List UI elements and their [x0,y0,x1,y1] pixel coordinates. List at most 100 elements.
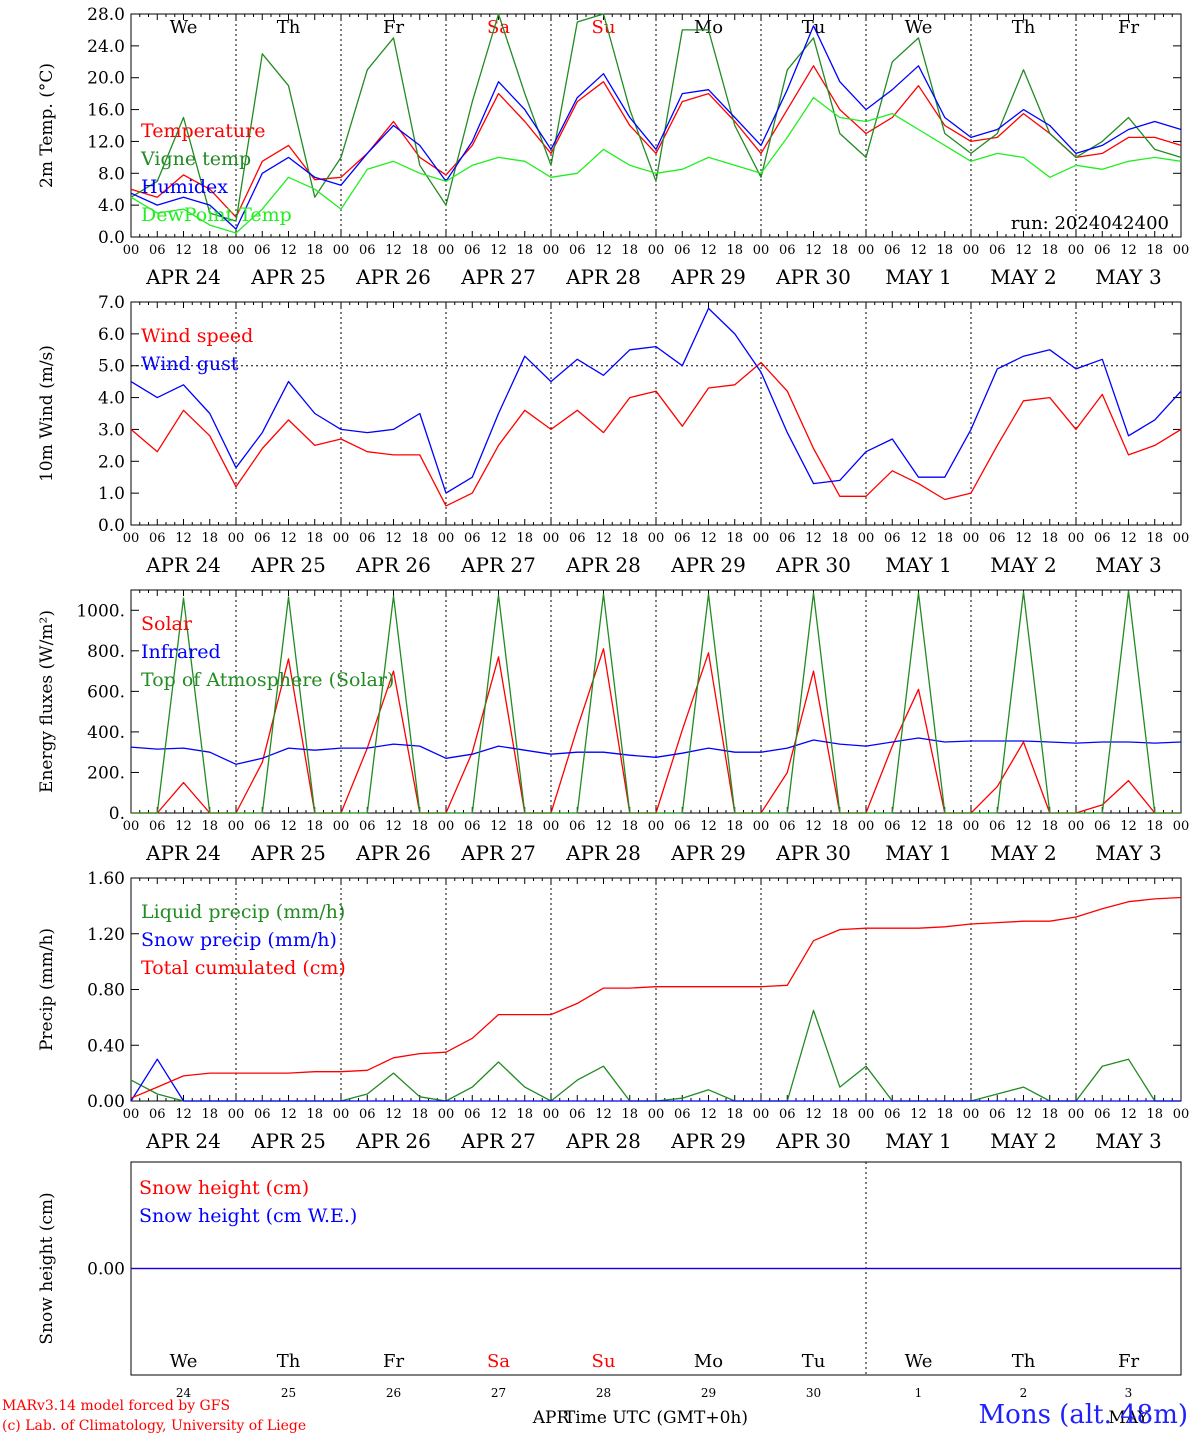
hour-tick-label: 00 [648,1107,665,1122]
day-number-label: 1 [915,1386,923,1400]
date-label: APR 30 [775,265,851,289]
date-label: APR 24 [145,841,221,865]
hour-tick-label: 06 [1094,243,1111,258]
date-label: APR 27 [460,1129,536,1153]
hour-tick-label: 18 [1041,1107,1058,1122]
hour-tick-label: 12 [700,531,717,546]
hour-tick-label: 00 [543,531,560,546]
hour-tick-label: 12 [175,243,192,258]
hour-tick-label: 06 [989,243,1006,258]
hour-tick-label: 00 [1173,819,1190,834]
date-label: APR 25 [250,553,326,577]
hour-tick-label: 12 [280,531,297,546]
day-number-label: 24 [176,1386,192,1400]
hour-tick-label: 06 [149,819,166,834]
hour-tick-label: 18 [306,531,323,546]
hour-tick-label: 00 [1173,243,1190,258]
date-label: APR 24 [145,1129,221,1153]
station-title: Mons (alt. 48m) [978,1400,1188,1430]
hour-tick-label: 12 [805,1107,822,1122]
date-label: APR 29 [670,553,746,577]
hour-tick-label: 00 [438,531,455,546]
month-label: APR [532,1408,571,1428]
hour-tick-label: 00 [333,531,350,546]
hour-tick-label: 06 [779,819,796,834]
run-label: run: 2024042400 [1011,213,1169,234]
legend-entry: Liquid precip (mm/h) [141,901,345,923]
hour-tick-label: 18 [831,243,848,258]
hour-tick-label: 12 [805,819,822,834]
date-label: APR 27 [460,265,536,289]
hour-tick-label: 00 [963,243,980,258]
date-label: APR 26 [355,553,431,577]
hour-tick-label: 00 [228,531,245,546]
hour-tick-label: 18 [1146,243,1163,258]
hour-tick-label: 00 [333,1107,350,1122]
hour-tick-label: 12 [595,819,612,834]
hour-tick-label: 00 [753,819,770,834]
y-tick-label: 5.0 [98,357,125,377]
hour-tick-label: 06 [674,1107,691,1122]
hour-tick-label: 00 [543,1107,560,1122]
hour-tick-label: 06 [149,1107,166,1122]
hour-tick-label: 18 [726,1107,743,1122]
hour-tick-label: 12 [1015,531,1032,546]
hour-tick-label: 06 [464,531,481,546]
weekday-label: Tu [802,1351,826,1372]
hour-tick-label: 06 [779,243,796,258]
hour-tick-label: 12 [700,243,717,258]
hour-tick-label: 00 [123,531,140,546]
date-label: APR 26 [355,841,431,865]
hour-tick-label: 18 [726,531,743,546]
hour-tick-label: 18 [516,1107,533,1122]
hour-tick-label: 18 [516,531,533,546]
hour-tick-label: 06 [359,531,376,546]
series-line [130,361,1182,507]
weekday-label: We [170,1351,198,1372]
y-tick-label: 4.0 [98,389,125,409]
day-number-label: 2 [1020,1386,1028,1400]
series-line [131,590,1181,814]
date-label: MAY 3 [1095,265,1161,289]
hour-tick-label: 00 [123,1107,140,1122]
hour-tick-label: 00 [438,1107,455,1122]
hour-tick-label: 18 [411,1107,428,1122]
hour-tick-label: 00 [858,1107,875,1122]
hour-tick-label: 00 [1068,531,1085,546]
hour-tick-label: 18 [1041,243,1058,258]
weekday-label: We [170,17,198,38]
y-axis-label: 10m Wind (m/s) [37,345,57,482]
y-tick-label: 4.0 [98,196,125,216]
y-tick-label: 2.0 [98,452,125,472]
hour-tick-label: 00 [753,243,770,258]
hour-tick-label: 18 [306,819,323,834]
date-label: APR 25 [250,265,326,289]
legend-entry: Humidex [141,176,228,198]
hour-tick-label: 06 [254,819,271,834]
y-tick-label: 200. [87,763,125,783]
hour-tick-label: 00 [333,243,350,258]
hour-tick-label: 00 [963,531,980,546]
hour-tick-label: 12 [385,531,402,546]
date-label: MAY 2 [990,265,1056,289]
hour-tick-label: 06 [569,243,586,258]
legend-entry: Snow height (cm) [139,1177,309,1199]
hour-tick-label: 06 [359,819,376,834]
day-number-label: 30 [806,1386,821,1400]
hour-tick-label: 00 [123,819,140,834]
hour-tick-label: 00 [1068,819,1085,834]
hour-tick-label: 06 [149,243,166,258]
weekday-label: Su [592,1351,616,1372]
hour-tick-label: 06 [569,1107,586,1122]
date-label: MAY 2 [990,841,1056,865]
weekday-label: Mo [694,1351,723,1372]
series-line [130,896,1182,1099]
series-line [130,96,1182,234]
date-label: APR 28 [565,265,641,289]
hour-tick-label: 18 [936,819,953,834]
hour-tick-label: 06 [1094,531,1111,546]
weekday-label: Fr [1118,17,1139,38]
hour-tick-label: 00 [858,243,875,258]
hour-tick-label: 12 [280,1107,297,1122]
